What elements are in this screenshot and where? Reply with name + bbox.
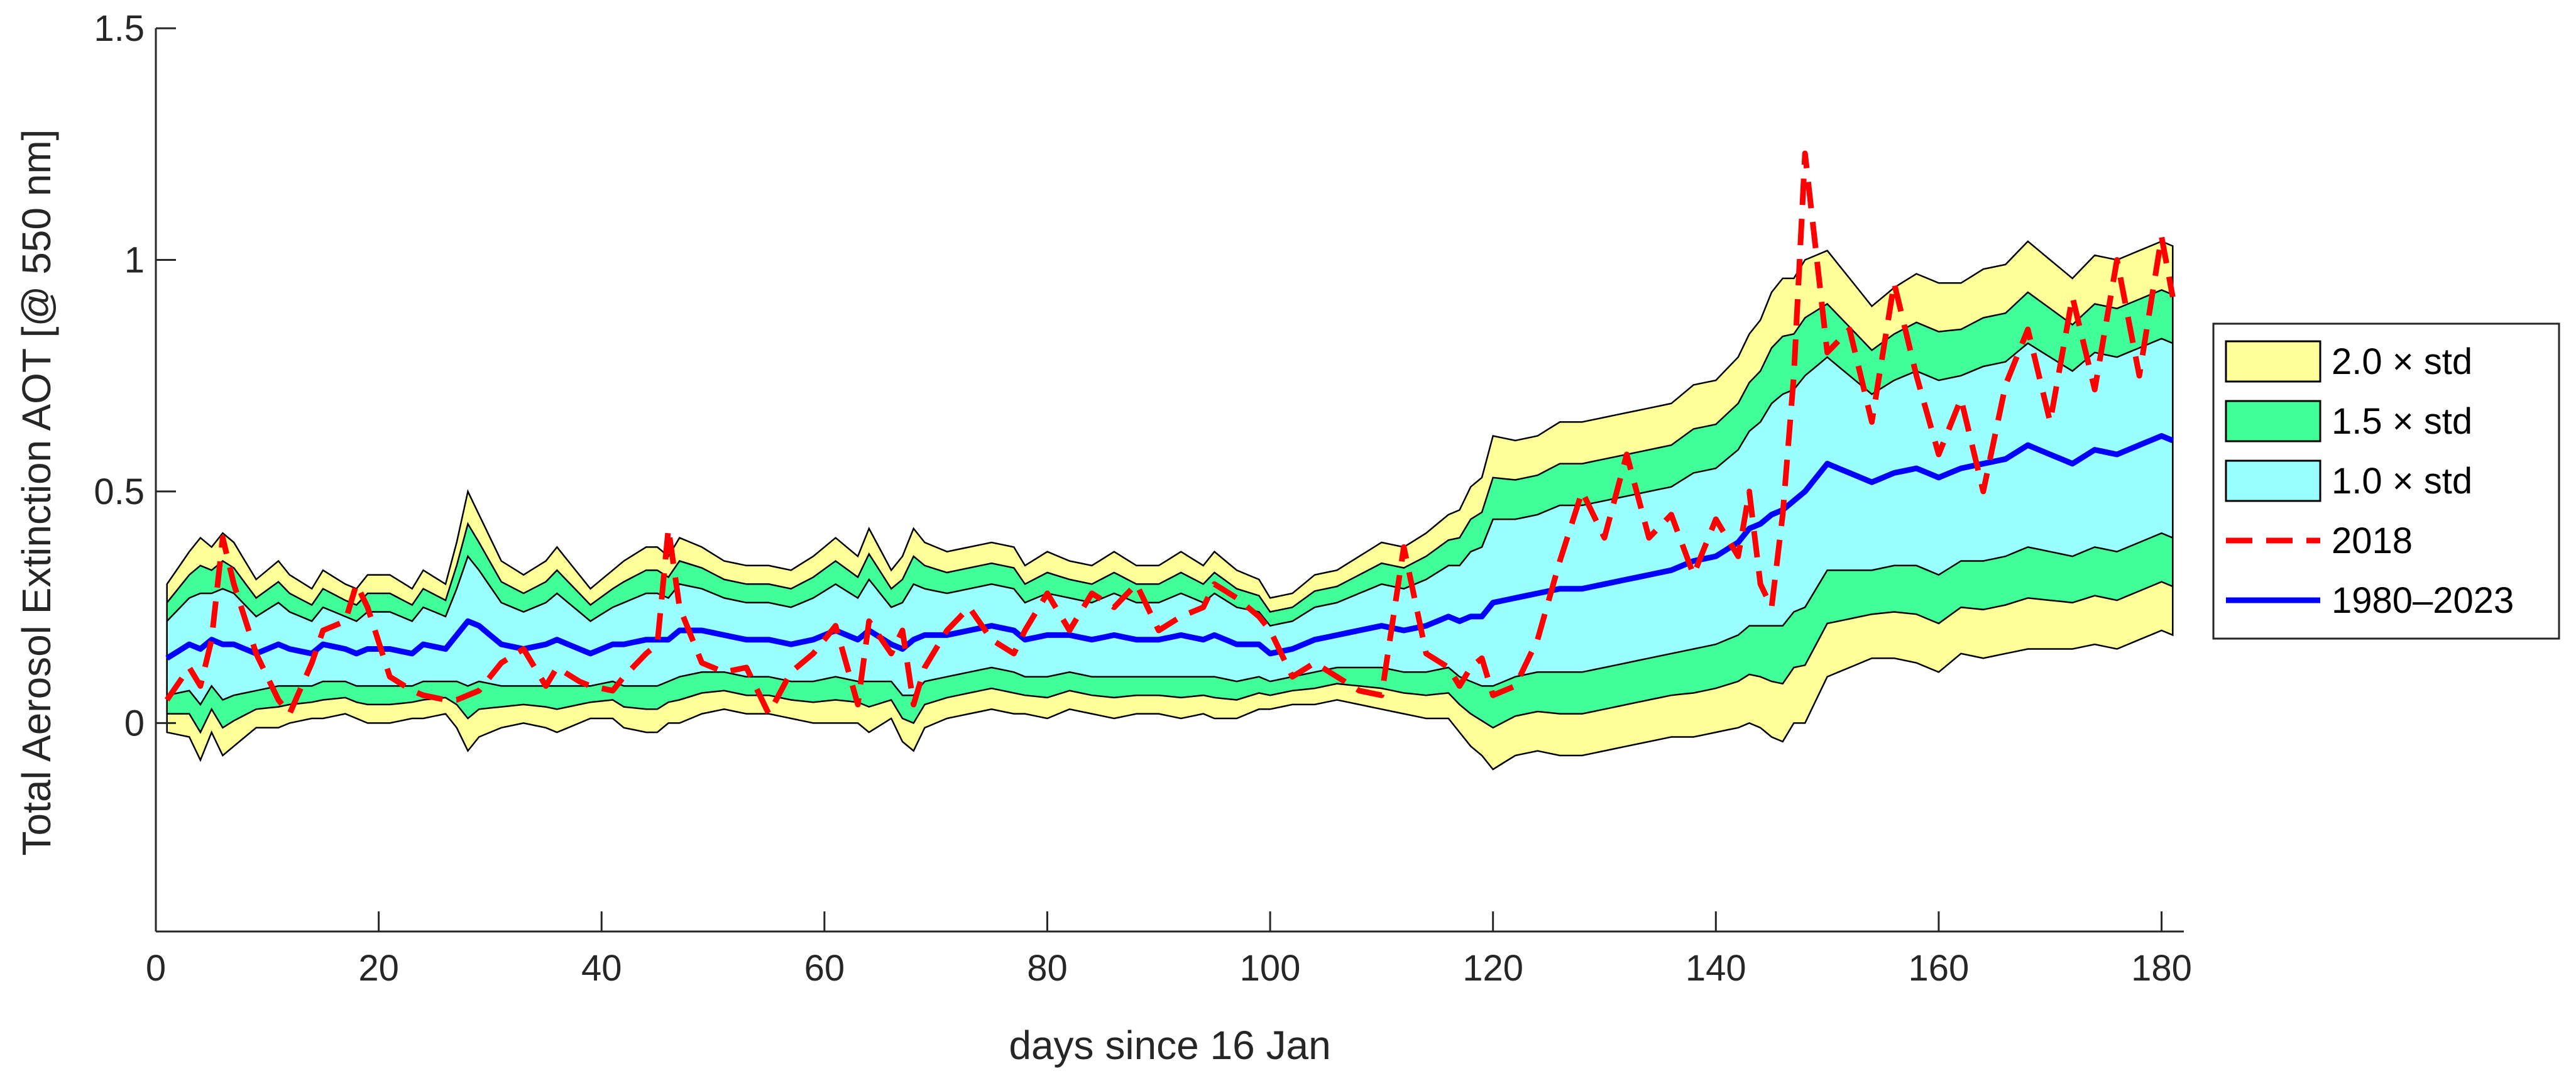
y-tick-label: 1 bbox=[124, 239, 145, 280]
x-tick-label: 100 bbox=[1240, 948, 1301, 989]
legend-label: 2.0 × std bbox=[2332, 341, 2472, 382]
series-lines bbox=[164, 150, 2176, 717]
legend-swatch bbox=[2225, 400, 2321, 442]
legend-swatch bbox=[2225, 340, 2321, 383]
x-tick-label: 20 bbox=[358, 948, 399, 989]
legend-swatch bbox=[2225, 459, 2321, 502]
x-tick-label: 0 bbox=[146, 948, 166, 989]
x-tick-label: 80 bbox=[1027, 948, 1068, 989]
year-2018-line bbox=[164, 150, 2176, 717]
y-tick-label: 0 bbox=[124, 703, 145, 744]
x-axis-label: days since 16 Jan bbox=[1009, 1023, 1330, 1068]
climatology-line bbox=[165, 433, 2174, 661]
legend-label: 2018 bbox=[2332, 520, 2413, 561]
legend-label: 1.0 × std bbox=[2332, 461, 2472, 502]
x-tick-label: 40 bbox=[581, 948, 622, 989]
y-tick-label: 1.5 bbox=[94, 8, 145, 49]
legend-label: 1980–2023 bbox=[2332, 580, 2514, 621]
x-tick-label: 140 bbox=[1685, 948, 1746, 989]
band-1.0-std bbox=[166, 338, 2174, 706]
legend: 2.0 × std 1.5 × std 1.0 × std 2018 1980–2023 bbox=[2212, 322, 2560, 640]
y-tick-label: 0.5 bbox=[94, 471, 145, 512]
std-bands bbox=[166, 240, 2174, 771]
x-tick-label: 180 bbox=[2131, 948, 2192, 989]
legend-label: 1.5 × std bbox=[2332, 401, 2472, 442]
x-tick-label: 120 bbox=[1462, 948, 1523, 989]
y-axis-label: Total Aerosol Extinction AOT [@ 550 nm] bbox=[14, 129, 59, 856]
x-tick-label: 60 bbox=[804, 948, 845, 989]
axes: 0 20 40 60 80 100 120 140 160 180 0 0.5 1 1.5 bbox=[94, 8, 2192, 989]
x-tick-label: 160 bbox=[1909, 948, 1970, 989]
